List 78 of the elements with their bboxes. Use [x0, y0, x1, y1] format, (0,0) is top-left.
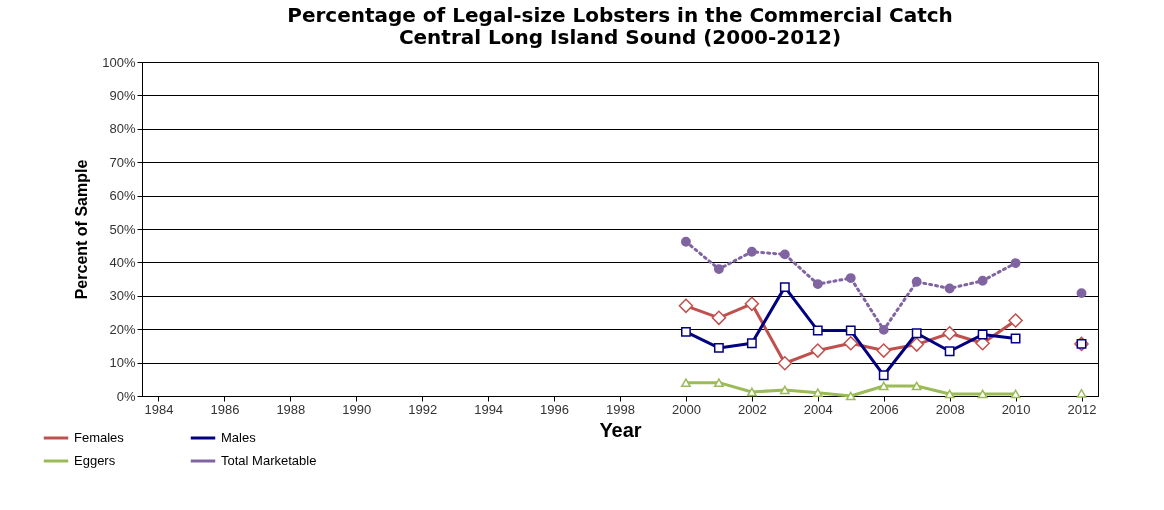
point [711, 310, 727, 326]
y-axis-title: Percent of Sample [73, 159, 91, 300]
y-tick-label: 80% [109, 121, 136, 137]
point [681, 326, 691, 337]
point [681, 236, 691, 247]
y-tick-label: 20% [109, 321, 136, 337]
point [876, 343, 891, 358]
point [977, 389, 988, 399]
point [713, 264, 724, 274]
x-tick-label: 1998 [606, 401, 635, 417]
x-axis-title: Year [599, 418, 642, 441]
x-tick-label: 1986 [210, 401, 240, 417]
point [878, 370, 889, 381]
point [812, 388, 823, 398]
point [1076, 288, 1087, 299]
x-tick-label: 1994 [474, 401, 504, 417]
y-tick-label: 50% [109, 221, 136, 237]
y-tick-label: 90% [109, 87, 136, 103]
y-tick-label: 0% [116, 388, 136, 404]
point [911, 276, 922, 287]
point [977, 329, 988, 340]
point [1010, 333, 1021, 344]
legend-label: Males [221, 430, 257, 445]
point [678, 298, 694, 314]
x-tick-label: 2000 [671, 401, 701, 417]
point [1008, 313, 1023, 328]
point [681, 378, 691, 388]
point [909, 337, 924, 352]
x-tick-label: 2006 [869, 401, 899, 417]
x-tick-label: 2010 [1001, 401, 1031, 417]
point [777, 356, 793, 371]
y-tick-label: 30% [109, 288, 136, 304]
point [1076, 388, 1087, 398]
point [713, 378, 724, 388]
point [845, 391, 856, 401]
point [744, 296, 760, 312]
point [812, 279, 823, 290]
point [977, 275, 988, 286]
point [944, 346, 955, 357]
point [845, 273, 856, 284]
point [1010, 389, 1021, 399]
point [713, 342, 724, 353]
x-tick-label: 1990 [342, 401, 372, 417]
point [746, 246, 757, 257]
point [779, 385, 790, 395]
x-tick-label: 1984 [144, 401, 174, 417]
point [942, 325, 957, 341]
chart-title: Percentage of Legal-size Lobsters in the Commercial Catch Central Long Island Sound (2000-2012) [287, 3, 953, 49]
point [779, 282, 790, 293]
legend-label: Total Marketable [221, 453, 317, 468]
x-tick-label: 2008 [935, 401, 965, 417]
point [746, 338, 757, 349]
x-tick-label: 2004 [803, 401, 833, 417]
point [843, 335, 859, 351]
legend-label: Females [74, 430, 125, 445]
point [1010, 258, 1021, 268]
point [911, 381, 922, 391]
x-tick-label: 2012 [1067, 401, 1097, 417]
x-tick-label: 1996 [540, 401, 570, 417]
point [812, 325, 823, 336]
y-tick-label: 60% [109, 188, 136, 204]
y-tick-label: 70% [109, 154, 136, 170]
point [779, 249, 790, 260]
point [878, 324, 889, 335]
y-tick-label: 100% [102, 54, 136, 70]
x-tick-label: 2002 [737, 401, 767, 417]
point [810, 343, 826, 358]
point [944, 389, 955, 399]
y-tick-label: 10% [109, 355, 136, 371]
x-tick-label: 1988 [276, 401, 306, 417]
y-tick-label: 40% [109, 254, 136, 270]
point [944, 283, 955, 294]
x-tick-label: 1992 [408, 401, 438, 417]
legend-label: Eggers [74, 453, 116, 468]
point [878, 381, 889, 391]
point [845, 325, 856, 336]
point [746, 387, 757, 397]
point [911, 328, 922, 339]
